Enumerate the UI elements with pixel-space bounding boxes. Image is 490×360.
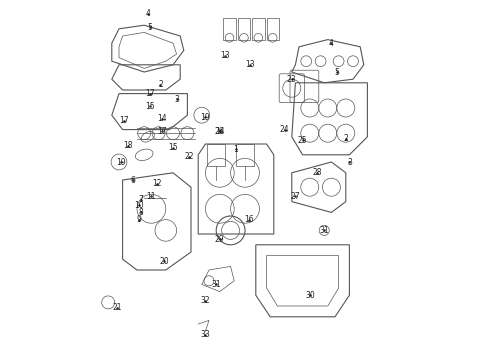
Text: 25: 25 bbox=[298, 136, 307, 145]
Text: 14: 14 bbox=[157, 114, 167, 123]
Bar bbox=[223, 18, 236, 40]
Text: 18: 18 bbox=[123, 141, 133, 150]
Text: 29: 29 bbox=[215, 235, 224, 244]
Text: 14: 14 bbox=[215, 127, 224, 136]
Text: 16: 16 bbox=[244, 215, 253, 224]
Text: 9: 9 bbox=[136, 215, 141, 224]
Text: 10: 10 bbox=[134, 201, 144, 210]
Text: 8: 8 bbox=[138, 208, 143, 217]
Text: 19: 19 bbox=[200, 112, 210, 122]
Text: 31: 31 bbox=[319, 226, 329, 235]
Text: 24: 24 bbox=[280, 125, 290, 134]
Bar bbox=[236, 144, 254, 166]
Text: 4: 4 bbox=[146, 9, 150, 18]
Bar bbox=[238, 18, 250, 40]
Text: 23: 23 bbox=[287, 75, 296, 84]
Bar bbox=[252, 18, 265, 40]
Text: 15: 15 bbox=[145, 102, 154, 111]
Bar bbox=[267, 18, 279, 40]
Text: 2: 2 bbox=[158, 80, 163, 89]
Text: 19: 19 bbox=[116, 158, 125, 166]
Text: 5: 5 bbox=[334, 68, 339, 77]
Bar bbox=[207, 144, 225, 166]
Text: 1: 1 bbox=[234, 145, 238, 154]
Text: 13: 13 bbox=[220, 51, 230, 60]
Text: 17: 17 bbox=[145, 89, 154, 98]
Text: 26: 26 bbox=[215, 127, 224, 136]
Text: 31: 31 bbox=[211, 280, 221, 289]
Text: 28: 28 bbox=[312, 168, 322, 177]
Text: 30: 30 bbox=[305, 291, 315, 300]
Text: 12: 12 bbox=[152, 179, 162, 188]
Text: 22: 22 bbox=[184, 152, 194, 161]
Text: 13: 13 bbox=[245, 60, 255, 69]
Text: 21: 21 bbox=[112, 303, 122, 312]
Text: 11: 11 bbox=[147, 192, 156, 201]
Text: 20: 20 bbox=[159, 256, 169, 266]
Text: 17: 17 bbox=[120, 116, 129, 125]
Text: 2: 2 bbox=[343, 134, 348, 143]
Text: 15: 15 bbox=[168, 143, 178, 152]
Text: 7: 7 bbox=[138, 195, 143, 204]
Text: 33: 33 bbox=[200, 330, 210, 339]
Text: 4: 4 bbox=[329, 39, 334, 48]
Text: 3: 3 bbox=[347, 158, 352, 166]
Text: 5: 5 bbox=[147, 23, 152, 32]
Text: 32: 32 bbox=[200, 296, 210, 305]
Text: 6: 6 bbox=[131, 176, 136, 185]
Text: 3: 3 bbox=[174, 95, 179, 104]
Text: 17: 17 bbox=[157, 127, 167, 136]
Text: 27: 27 bbox=[291, 192, 300, 201]
